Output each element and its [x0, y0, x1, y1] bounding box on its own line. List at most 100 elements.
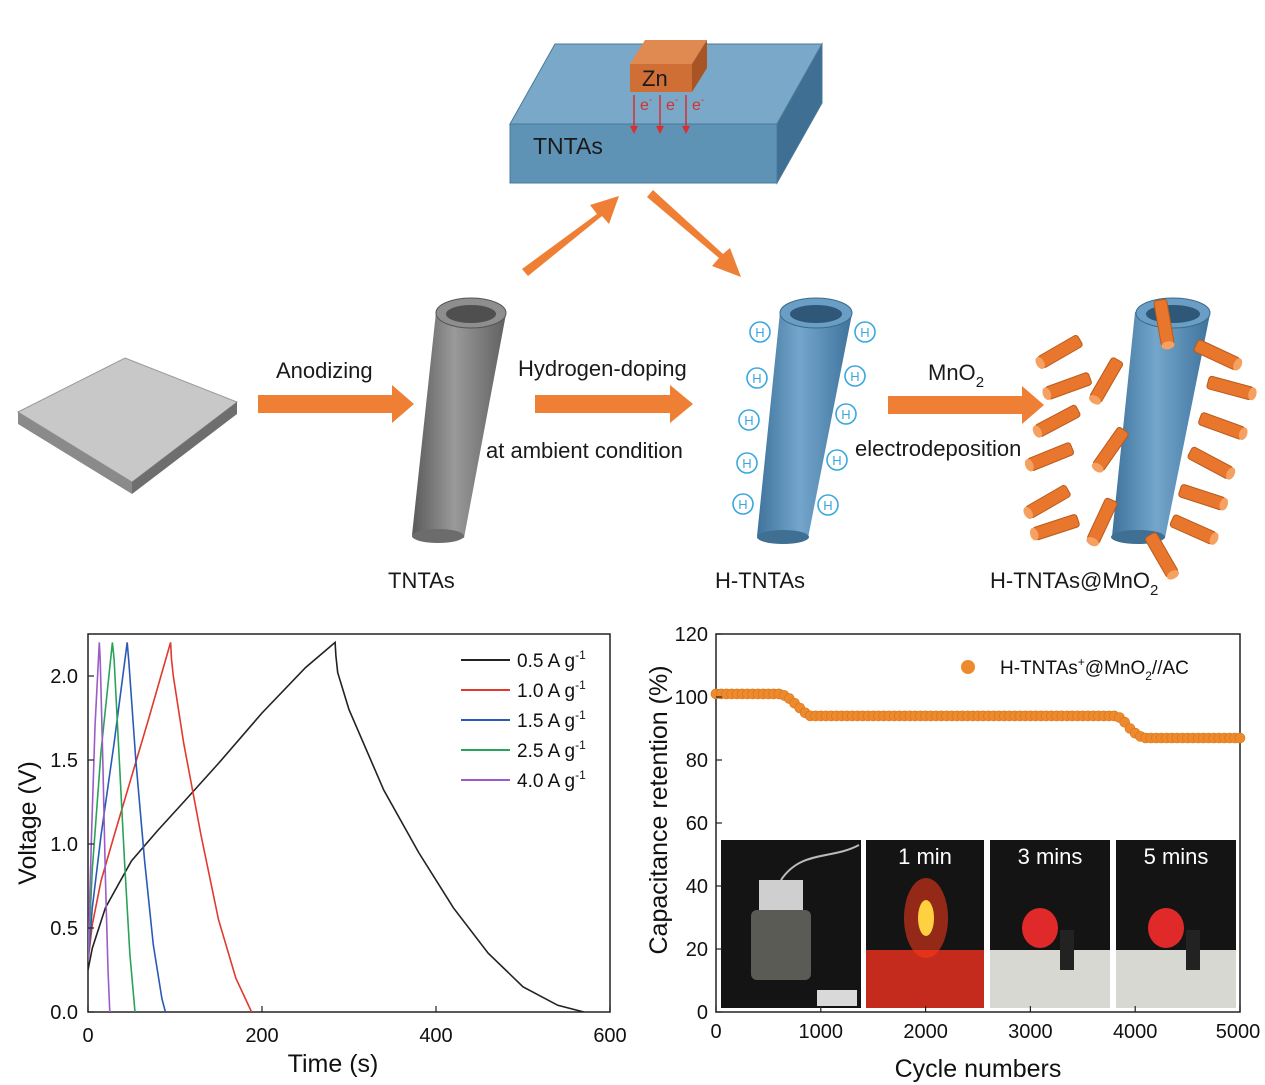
h-symbol: H [752, 371, 761, 386]
mno2-nanorod [1178, 484, 1229, 511]
cycling-data-point [1103, 710, 1115, 722]
h-symbol: H [832, 453, 841, 468]
cycling-data-point [909, 710, 921, 722]
cycling-data-point [731, 688, 743, 700]
svg-text:e-: e- [640, 95, 652, 114]
led-photo-2: 3 mins [990, 840, 1110, 1008]
cycling-y-tick-label: 40 [686, 876, 708, 898]
cycling-data-point [962, 710, 973, 722]
cycling-data-point [1187, 732, 1199, 744]
cycling-data-point [1166, 732, 1178, 744]
led-photo-caption: 1 min [898, 844, 952, 869]
cycling-data-point [784, 693, 795, 704]
cycling-data-point [1198, 732, 1209, 744]
cycling-data-point [752, 688, 764, 700]
cycling-data-point [852, 710, 863, 722]
hydrogen-markers: H H H H H H H H H H [732, 321, 876, 516]
arrow-mno2 [888, 386, 1044, 424]
cycling-data-point [1035, 710, 1047, 722]
led-photo-caption: 5 mins [1144, 844, 1209, 869]
cycling-data-point [1093, 710, 1104, 722]
gcd-legend-label: 1.5 A g-1 [517, 708, 586, 732]
gcd-x-tick-label: 600 [593, 1025, 626, 1047]
cycling-data-point [1056, 710, 1068, 722]
cycling-data-point [867, 710, 879, 722]
cycling-data-point [915, 710, 926, 722]
cycling-data-point [935, 710, 947, 722]
cycling-data-point [1213, 732, 1225, 744]
cycling-data-point [736, 688, 748, 700]
mno2-nanorod [1091, 426, 1129, 473]
arrow-anodizing [258, 385, 414, 423]
gcd-x-tick-label: 400 [419, 1025, 452, 1047]
cycling-data-point [956, 710, 968, 722]
cycling-data-point [846, 710, 858, 722]
cycling-x-tick-label: 5000 [1216, 1021, 1261, 1043]
cycling-data-point [1135, 731, 1146, 742]
h-symbol: H [744, 413, 753, 428]
led-photos: 1 min 3 mins 5 mins [721, 840, 1236, 1008]
cycling-data-point [1046, 710, 1057, 722]
cycling-plot: 1 min 3 mins 5 mins 0 1000 2000 3000 4000 5000 … [645, 624, 1260, 1083]
cycling-data-point [951, 710, 963, 722]
zn-block: Zn [630, 40, 707, 92]
led-photo-0 [721, 840, 861, 1008]
cycling-data-point [721, 688, 732, 700]
gcd-legend-label: 2.5 A g-1 [517, 738, 586, 762]
svg-text:e-: e- [666, 95, 678, 114]
led-photo-3: 5 mins [1116, 840, 1236, 1008]
h-symbol: H [850, 369, 859, 384]
mno2-nanorod [1169, 514, 1219, 545]
zn-label: Zn [642, 66, 668, 91]
cycling-data-point [1203, 732, 1214, 744]
cycling-data-point [1129, 727, 1141, 739]
cycling-data-point [1061, 710, 1073, 722]
gcd-series-line-1-0 [88, 642, 253, 1012]
mno2-nanorod [1029, 514, 1080, 541]
gcd-series-line-1-5 [88, 642, 167, 1012]
gcd-y-tick-label: 0.5 [50, 918, 78, 940]
mno2-nanorod [1024, 442, 1075, 472]
cycling-data-point [825, 710, 837, 722]
cycling-data-point [794, 702, 806, 714]
arrow-hydrogen-doping [535, 385, 693, 423]
h-tntas-mno2-caption: H-TNTAs@MnO2 [990, 568, 1158, 599]
step-ambient-label: at ambient condition [486, 438, 683, 463]
cycling-data-point [1051, 710, 1062, 722]
cycling-data-point [1072, 710, 1083, 722]
ti-foil [16, 357, 239, 494]
cycling-data-point [726, 688, 738, 700]
gcd-series-line-4-0 [88, 642, 111, 1012]
cycling-data-point [1004, 710, 1015, 722]
gcd-y-tick-label: 2.0 [50, 666, 78, 688]
h-symbol: H [823, 498, 832, 513]
cycling-data-point [972, 710, 984, 722]
cycling-data-point [1150, 732, 1162, 744]
cycling-data-point [757, 688, 769, 700]
cycling-y-axis-title: Capacitance retention (%) [645, 665, 673, 954]
cycling-data-point [1067, 710, 1078, 722]
h-symbol: H [860, 325, 869, 340]
gcd-x-tick-label: 200 [245, 1025, 278, 1047]
mno2-nanorod [1206, 375, 1257, 401]
cycling-data-point [747, 688, 759, 700]
cycling-data-point [1156, 732, 1167, 744]
cycling-data-point [946, 710, 958, 722]
gcd-legend-label: 4.0 A g-1 [517, 768, 586, 792]
mno2-nanorod [1035, 334, 1083, 369]
diagonal-arrows [522, 190, 741, 277]
gcd-plot-frame [87, 633, 611, 1013]
cycling-y-tick-label: 20 [686, 939, 708, 961]
cycling-data-point [1208, 732, 1220, 744]
cycling-x-tick-label: 2000 [903, 1021, 948, 1043]
cycling-data-point [920, 710, 931, 722]
gcd-legend-label: 0.5 A g-1 [517, 648, 586, 672]
cycling-data-point [804, 710, 816, 722]
cycling-data-point [988, 710, 1000, 722]
h-tntas-caption: H-TNTAs [715, 568, 805, 593]
mno2-nanorod [1153, 298, 1175, 350]
cycling-data-point [1124, 723, 1136, 734]
cycling-data-point [998, 710, 1010, 722]
cycling-data-point [1019, 710, 1031, 722]
h-symbol: H [742, 456, 751, 471]
